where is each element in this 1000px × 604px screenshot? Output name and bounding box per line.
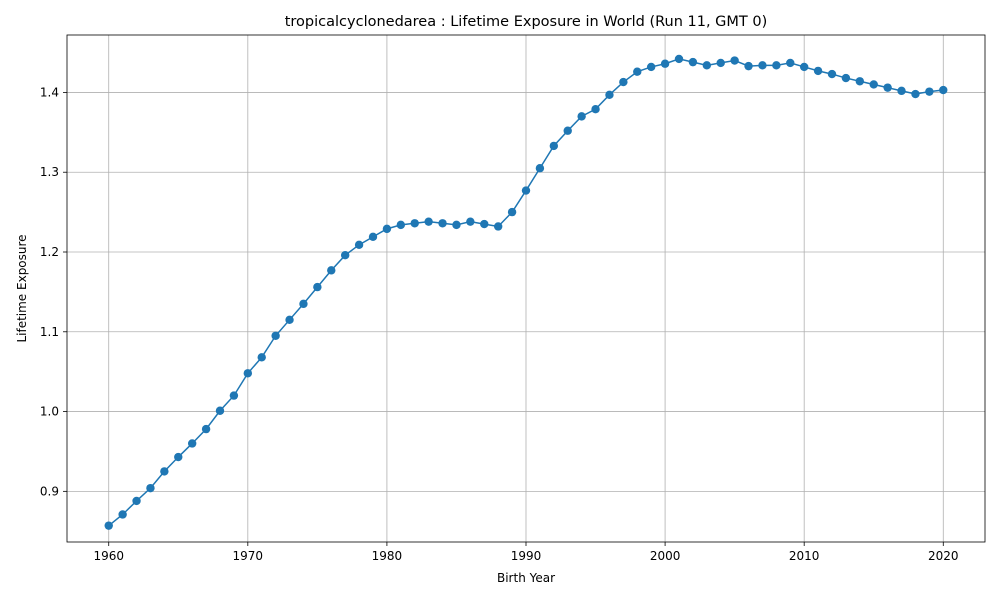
data-point	[855, 77, 865, 86]
data-point	[744, 61, 753, 71]
data-point	[160, 467, 169, 476]
y-tick-label: 0.9	[40, 484, 59, 498]
data-point	[674, 54, 684, 64]
data-point	[716, 58, 725, 68]
data-point	[313, 282, 322, 292]
data-point	[563, 126, 572, 135]
x-tick-label: 1970	[233, 549, 264, 563]
data-point	[688, 57, 698, 67]
data-point	[368, 232, 378, 242]
data-point	[229, 391, 239, 400]
y-tick-label: 1.0	[40, 405, 59, 419]
data-point	[507, 207, 517, 217]
data-point	[132, 496, 141, 506]
data-point	[327, 266, 336, 275]
data-point	[201, 424, 211, 434]
y-tick-label: 1.1	[40, 325, 59, 339]
data-point	[911, 89, 920, 99]
data-point	[646, 62, 656, 72]
grid-layer	[67, 35, 985, 542]
data-point	[480, 219, 489, 229]
y-tick-label: 1.3	[40, 165, 59, 179]
data-point	[619, 77, 628, 87]
x-tick-label: 2000	[650, 549, 681, 563]
data-point	[605, 90, 614, 100]
data-point	[493, 222, 503, 231]
data-point	[187, 439, 197, 448]
data-point	[897, 86, 906, 96]
data-point	[452, 220, 461, 230]
data-point	[772, 61, 781, 70]
data-point	[243, 369, 253, 378]
data-point	[104, 521, 113, 530]
data-point	[660, 59, 670, 68]
data-point	[841, 73, 851, 83]
y-tick-label: 1.4	[40, 85, 59, 99]
x-axis-title: Birth Year	[497, 571, 555, 585]
data-point	[466, 217, 475, 226]
data-point	[340, 250, 350, 260]
chart-title: tropicalcyclonedarea : Lifetime Exposure…	[285, 14, 768, 30]
data-point	[577, 112, 586, 121]
data-point	[118, 510, 127, 519]
x-tick-label: 1980	[372, 549, 403, 563]
y-axis-title: Lifetime Exposure	[15, 234, 29, 342]
data-point	[549, 141, 559, 151]
data-point	[215, 406, 225, 415]
tick-layer: 1960 1970 1980 1990 2000 2010 2020 0.9 1.0 1.1 1.2…	[40, 85, 959, 563]
x-tick-label: 1960	[93, 549, 124, 563]
data-point	[424, 217, 433, 226]
data-point	[591, 104, 600, 114]
data-point	[257, 353, 266, 362]
x-tick-label: 1990	[511, 549, 542, 563]
data-point	[271, 331, 280, 340]
data-point	[633, 67, 642, 76]
data-point	[786, 58, 795, 68]
data-point	[827, 69, 837, 79]
data-point	[730, 56, 739, 65]
data-point	[799, 62, 809, 72]
data-point	[438, 219, 447, 228]
data-point	[939, 85, 948, 95]
data-point	[174, 452, 183, 462]
data-point	[299, 299, 308, 309]
series-layer	[104, 54, 948, 530]
data-point	[883, 83, 892, 92]
y-tick-label: 1.2	[40, 245, 59, 259]
data-point	[702, 61, 712, 70]
data-point	[354, 240, 364, 250]
data-point	[146, 483, 155, 493]
data-point	[813, 66, 823, 76]
data-point	[535, 164, 545, 173]
data-point	[758, 61, 767, 70]
x-tick-label: 2020	[928, 549, 959, 563]
data-point	[285, 315, 294, 325]
data-point	[925, 87, 934, 96]
data-point	[869, 80, 878, 89]
plot-frame	[66, 34, 986, 543]
x-tick-label: 2010	[789, 549, 820, 563]
data-point	[382, 224, 392, 234]
data-point	[396, 220, 406, 230]
data-point	[521, 186, 531, 195]
data-point	[410, 219, 419, 228]
